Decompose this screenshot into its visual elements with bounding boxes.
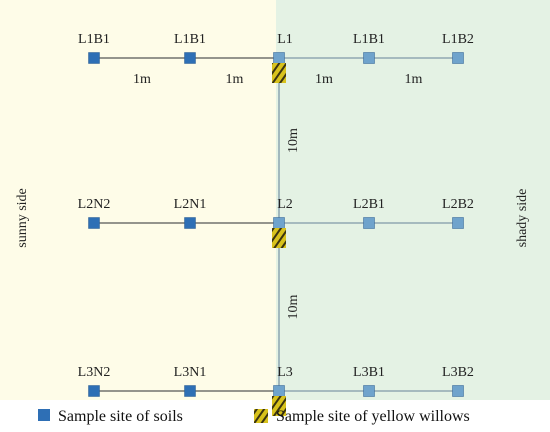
site-label: L3N1: [174, 365, 207, 380]
shady-side-area: [276, 0, 550, 400]
site-label: L1: [277, 32, 293, 47]
soil-site-marker: [452, 52, 464, 64]
soil-site-marker: [452, 385, 464, 397]
site-label: L1B1: [174, 32, 206, 47]
soil-site-marker: [363, 385, 375, 397]
legend-willow-icon: [254, 409, 268, 423]
sunny-side-area: [0, 0, 276, 400]
legend-soil-icon: [38, 409, 50, 421]
vertical-distance-label: 10m: [286, 294, 301, 319]
site-label: L1B1: [78, 32, 110, 47]
horizontal-distance-label: 1m: [315, 72, 333, 87]
legend-willow-label: Sample site of yellow willows: [276, 408, 470, 425]
horizontal-distance-label: 1m: [133, 72, 151, 87]
soil-site-marker: [363, 52, 375, 64]
legend: Sample site of soils Sample site of yell…: [38, 408, 470, 425]
site-label: L3B1: [353, 365, 385, 380]
site-label: L1B2: [442, 32, 474, 47]
soil-site-marker: [273, 217, 285, 229]
vertical-distance-label: 10m: [286, 128, 301, 153]
willow-site-marker: [272, 396, 286, 416]
soil-site-marker: [273, 52, 285, 64]
diagram-layer: L1B1 L1B1 L1 L1B1 L1B2 1m 1m 1m 1m L2N2 L2N1 L2 L2B1…: [78, 32, 474, 416]
soil-site-marker: [88, 385, 100, 397]
site-label: L3: [277, 365, 293, 380]
soil-site-marker: [184, 217, 196, 229]
site-label: L1B1: [353, 32, 385, 47]
site-label: L2B1: [353, 197, 385, 212]
soil-site-marker: [273, 385, 285, 397]
soil-site-marker: [88, 217, 100, 229]
soil-site-marker: [184, 385, 196, 397]
shady-side-label: shady side: [515, 189, 530, 248]
site-label: L2N2: [78, 197, 111, 212]
willow-site-marker: [272, 228, 286, 248]
soil-site-marker: [363, 217, 375, 229]
site-label: L3B2: [442, 365, 474, 380]
site-label: L2B2: [442, 197, 474, 212]
site-label: L2N1: [174, 197, 207, 212]
horizontal-distance-label: 1m: [405, 72, 423, 87]
legend-soil-label: Sample site of soils: [58, 408, 183, 425]
soil-site-marker: [88, 52, 100, 64]
site-label: L3N2: [78, 365, 111, 380]
willow-site-marker: [272, 63, 286, 83]
horizontal-distance-label: 1m: [226, 72, 244, 87]
soil-site-marker: [452, 217, 464, 229]
soil-site-marker: [184, 52, 196, 64]
sunny-side-label: sunny side: [15, 188, 30, 248]
site-label: L2: [277, 197, 293, 212]
